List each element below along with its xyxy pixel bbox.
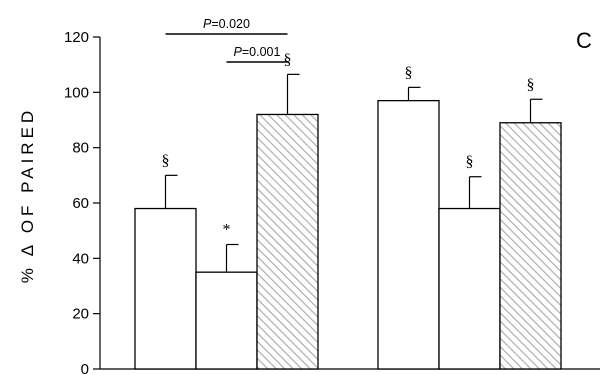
bar	[499, 122, 562, 370]
y-tick-label: 60	[72, 195, 89, 212]
bar	[195, 271, 258, 370]
p-value-label: P=0.001	[234, 45, 281, 59]
y-tick-label: 80	[72, 140, 89, 157]
significance-marker: §	[466, 154, 474, 171]
significance-marker: §	[405, 64, 413, 81]
panel-label: C	[576, 28, 592, 53]
p-value-label: P=0.020	[203, 17, 250, 31]
bars-layer: § * § § § §	[134, 51, 562, 370]
significance-marker: *	[223, 222, 231, 239]
bar	[377, 99, 440, 370]
bar	[256, 113, 319, 370]
y-tick-label: 20	[72, 306, 89, 323]
significance-layer: P=0.020 P=0.001	[165, 17, 288, 63]
significance-marker: §	[162, 152, 170, 169]
y-tick-label: 40	[72, 250, 89, 267]
bar	[134, 207, 197, 370]
y-tick-label: 0	[81, 361, 89, 375]
y-axis-label: % Δ OF PAIRED	[18, 107, 37, 283]
y-tick-label: 120	[64, 29, 89, 46]
significance-marker: §	[527, 76, 535, 93]
bar	[438, 207, 501, 370]
significance-marker: §	[284, 51, 292, 68]
y-tick-label: 100	[64, 84, 89, 101]
